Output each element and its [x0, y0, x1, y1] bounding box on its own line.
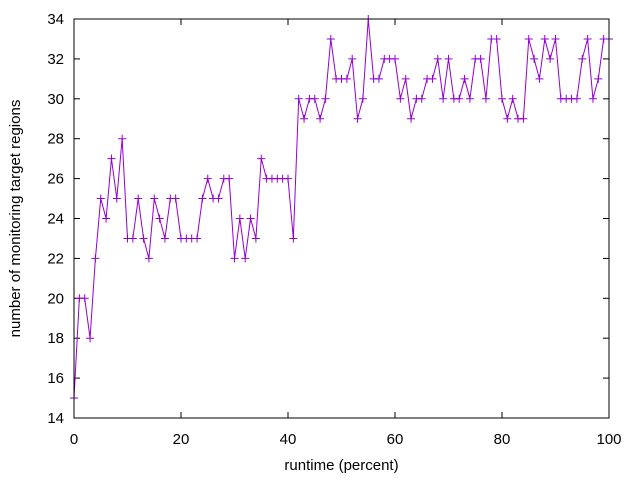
data-point-marker [594, 74, 603, 83]
y-axis-title: number of monitoring target regions [7, 100, 24, 338]
y-tick-label: 26 [47, 171, 64, 188]
data-point-marker [321, 94, 330, 103]
y-tick-label: 20 [47, 290, 64, 307]
data-point-marker [417, 94, 426, 103]
data-point-marker [572, 94, 581, 103]
data-point-marker [578, 54, 587, 63]
data-point-marker [289, 234, 298, 243]
data-point-marker [150, 194, 159, 203]
data-point-marker [530, 54, 539, 63]
data-point-marker [91, 254, 100, 263]
data-point-marker [310, 94, 319, 103]
data-point-marker [465, 94, 474, 103]
data-point-marker [316, 114, 325, 123]
data-point-marker [235, 214, 244, 223]
data-point-marker [96, 194, 105, 203]
data-point-marker [107, 154, 116, 163]
data-point-marker [508, 94, 517, 103]
data-point-marker [401, 74, 410, 83]
data-point-marker [492, 34, 501, 43]
data-point-marker [407, 114, 416, 123]
data-point-marker [80, 294, 89, 303]
data-point-marker [118, 134, 127, 143]
x-tick-label: 0 [70, 431, 78, 448]
data-point-marker [171, 194, 180, 203]
data-point-marker [476, 54, 485, 63]
data-point-marker [540, 34, 549, 43]
data-point-marker [519, 114, 528, 123]
data-point-marker [396, 94, 405, 103]
data-point-marker [551, 34, 560, 43]
data-point-marker [428, 74, 437, 83]
data-point-marker [300, 114, 309, 123]
data-point-marker [546, 54, 555, 63]
data-point-marker [203, 174, 212, 183]
data-point-marker [251, 234, 260, 243]
data-point-marker [358, 94, 367, 103]
x-tick-label: 60 [387, 431, 404, 448]
y-tick-label: 32 [47, 51, 64, 68]
y-tick-label: 30 [47, 91, 64, 108]
data-point-marker [374, 74, 383, 83]
data-point-marker [230, 254, 239, 263]
tick-labels: 0 20 40 60 80 100 14 16 18 20 22 24 26 28 30 32 34 [47, 11, 621, 448]
data-point-marker [503, 114, 512, 123]
data-point-marker [455, 94, 464, 103]
data-point-marker [102, 214, 111, 223]
data-point-marker [460, 74, 469, 83]
data-point-marker [86, 334, 95, 343]
data-point-marker [225, 174, 234, 183]
data-point-marker [112, 194, 121, 203]
data-point-marker [128, 234, 137, 243]
data-point-marker [481, 94, 490, 103]
data-point-marker [246, 214, 255, 223]
x-axis-title: runtime (percent) [284, 457, 398, 474]
y-tick-label: 28 [47, 131, 64, 148]
data-point-marker [294, 94, 303, 103]
data-point-marker [193, 234, 202, 243]
data-point-marker [498, 94, 506, 103]
x-tick-label: 100 [596, 431, 621, 448]
data-point-marker [134, 194, 143, 203]
data-point-marker [588, 94, 597, 103]
y-tick-label: 16 [47, 370, 64, 387]
data-point-marker [391, 54, 399, 63]
x-tick-label: 40 [280, 431, 297, 448]
data-point-marker [326, 34, 335, 43]
y-tick-label: 18 [47, 330, 64, 347]
data-point-marker [284, 174, 292, 183]
data-point-marker [214, 194, 223, 203]
data-point-marker [155, 214, 164, 223]
data-point-marker [444, 54, 453, 63]
y-tick-label: 14 [47, 410, 64, 427]
data-point-marker [348, 54, 357, 63]
data-point-marker [583, 34, 592, 43]
y-tick-label: 34 [47, 11, 64, 28]
data-point-marker [139, 234, 148, 243]
data-point-marker [241, 254, 250, 263]
data-point-marker [144, 254, 153, 263]
data-point-marker [353, 114, 362, 123]
data-point-marker [198, 194, 207, 203]
data-point-marker [524, 34, 533, 43]
y-tick-label: 22 [47, 250, 64, 267]
data-point-marker [535, 74, 544, 83]
plot-frame [73, 18, 610, 419]
data-point-marker [342, 74, 351, 83]
data-point-marker [257, 154, 266, 163]
data-point-marker [433, 54, 442, 63]
series-markers [70, 15, 613, 403]
data-point-marker [439, 94, 448, 103]
y-tick-label: 24 [47, 211, 64, 228]
x-tick-label: 80 [494, 431, 511, 448]
data-point-marker [160, 234, 169, 243]
x-tick-label: 20 [173, 431, 190, 448]
